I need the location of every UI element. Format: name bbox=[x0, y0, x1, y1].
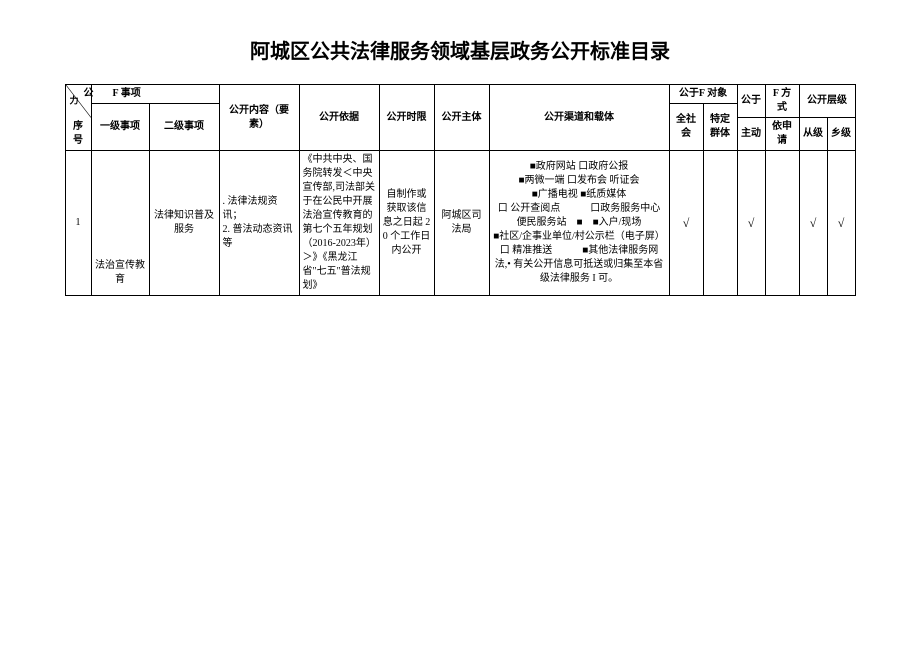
channel-line: ■社区/企事业单位/村公示栏（电子屏） bbox=[493, 230, 666, 244]
header-method-group: 公于 bbox=[737, 85, 765, 118]
header-method-active: 主动 bbox=[737, 118, 765, 151]
channel-line: ■政府网站 口政府公报 bbox=[493, 160, 666, 174]
header-level-county: 从级 bbox=[799, 118, 827, 151]
cell-method-active: √ bbox=[737, 151, 765, 296]
cell-level-town: √ bbox=[827, 151, 855, 296]
header-item-group: 公 F 事项 bbox=[91, 85, 219, 104]
header-method-sub: F 方式 bbox=[765, 85, 799, 118]
channel-line: ■广播电视 ■纸质媒体 bbox=[493, 188, 666, 202]
channel-line: 法,• 有关公开信息可抵送或归集至本省级法律服务 I 可。 bbox=[493, 258, 666, 286]
header-level-town: 乡级 bbox=[827, 118, 855, 151]
header-seq: 序号 bbox=[65, 118, 91, 151]
header-level2: 二级事项 bbox=[149, 104, 219, 151]
header-content: 公开内容（要素） bbox=[219, 85, 299, 151]
page-title: 阿城区公共法律服务领域基层政务公开标准目录 bbox=[0, 0, 920, 84]
table-row: 1 法治宣传教育 法律知识普及服务 . 法律法规资讯； 2. 普法动态资讯等 《… bbox=[65, 151, 855, 296]
cell-target-specific bbox=[703, 151, 737, 296]
cell-level1: 法治宣传教育 bbox=[91, 151, 149, 296]
cell-subject: 阿城区司法局 bbox=[434, 151, 489, 296]
channel-line: ■两微一端 口发布会 听证会 bbox=[493, 174, 666, 188]
channel-line: 口 精准推送 ■其他法律服务网 bbox=[493, 244, 666, 258]
cell-basis: 《中共中央、国务院转发＜中央宣传部,司法部关于在公民中开展法治宣传教育的第七个五… bbox=[299, 151, 379, 296]
header-level-group: 公开层级 bbox=[799, 85, 855, 118]
header-basis: 公开依据 bbox=[299, 85, 379, 151]
table-header: 力 公 F 事项 公开内容（要素） 公开依据 公开时限 公开主体 公开渠道和载体… bbox=[65, 85, 855, 151]
header-time: 公开时限 bbox=[379, 85, 434, 151]
cell-level-county: √ bbox=[799, 151, 827, 296]
catalog-table: 力 公 F 事项 公开内容（要素） 公开依据 公开时限 公开主体 公开渠道和载体… bbox=[65, 84, 856, 296]
cell-method-apply bbox=[765, 151, 799, 296]
header-subject: 公开主体 bbox=[434, 85, 489, 151]
diag-label-mid: 力 bbox=[70, 95, 79, 108]
cell-seq: 1 bbox=[65, 151, 91, 296]
cell-content: . 法律法规资讯； 2. 普法动态资讯等 bbox=[219, 151, 299, 296]
cell-channel: ■政府网站 口政府公报■两微一端 口发布会 听证会■广播电视 ■纸质媒体口 公开… bbox=[489, 151, 669, 296]
header-channel: 公开渠道和载体 bbox=[489, 85, 669, 151]
header-target-specific: 特定群体 bbox=[703, 104, 737, 151]
cell-time: 自制作或获取该信息之日起 20 个工作日内公开 bbox=[379, 151, 434, 296]
channel-line: 口 公开查阅点 口政务服务中心 便民服务站 ■ ■入户/现场 bbox=[493, 202, 666, 230]
header-method-apply: 依申请 bbox=[765, 118, 799, 151]
cell-level2: 法律知识普及服务 bbox=[149, 151, 219, 296]
header-level1: 一级事项 bbox=[91, 104, 149, 151]
cell-target-all: √ bbox=[669, 151, 703, 296]
header-target-all: 全社会 bbox=[669, 104, 703, 151]
header-target-group: 公于F 对象 bbox=[669, 85, 737, 104]
